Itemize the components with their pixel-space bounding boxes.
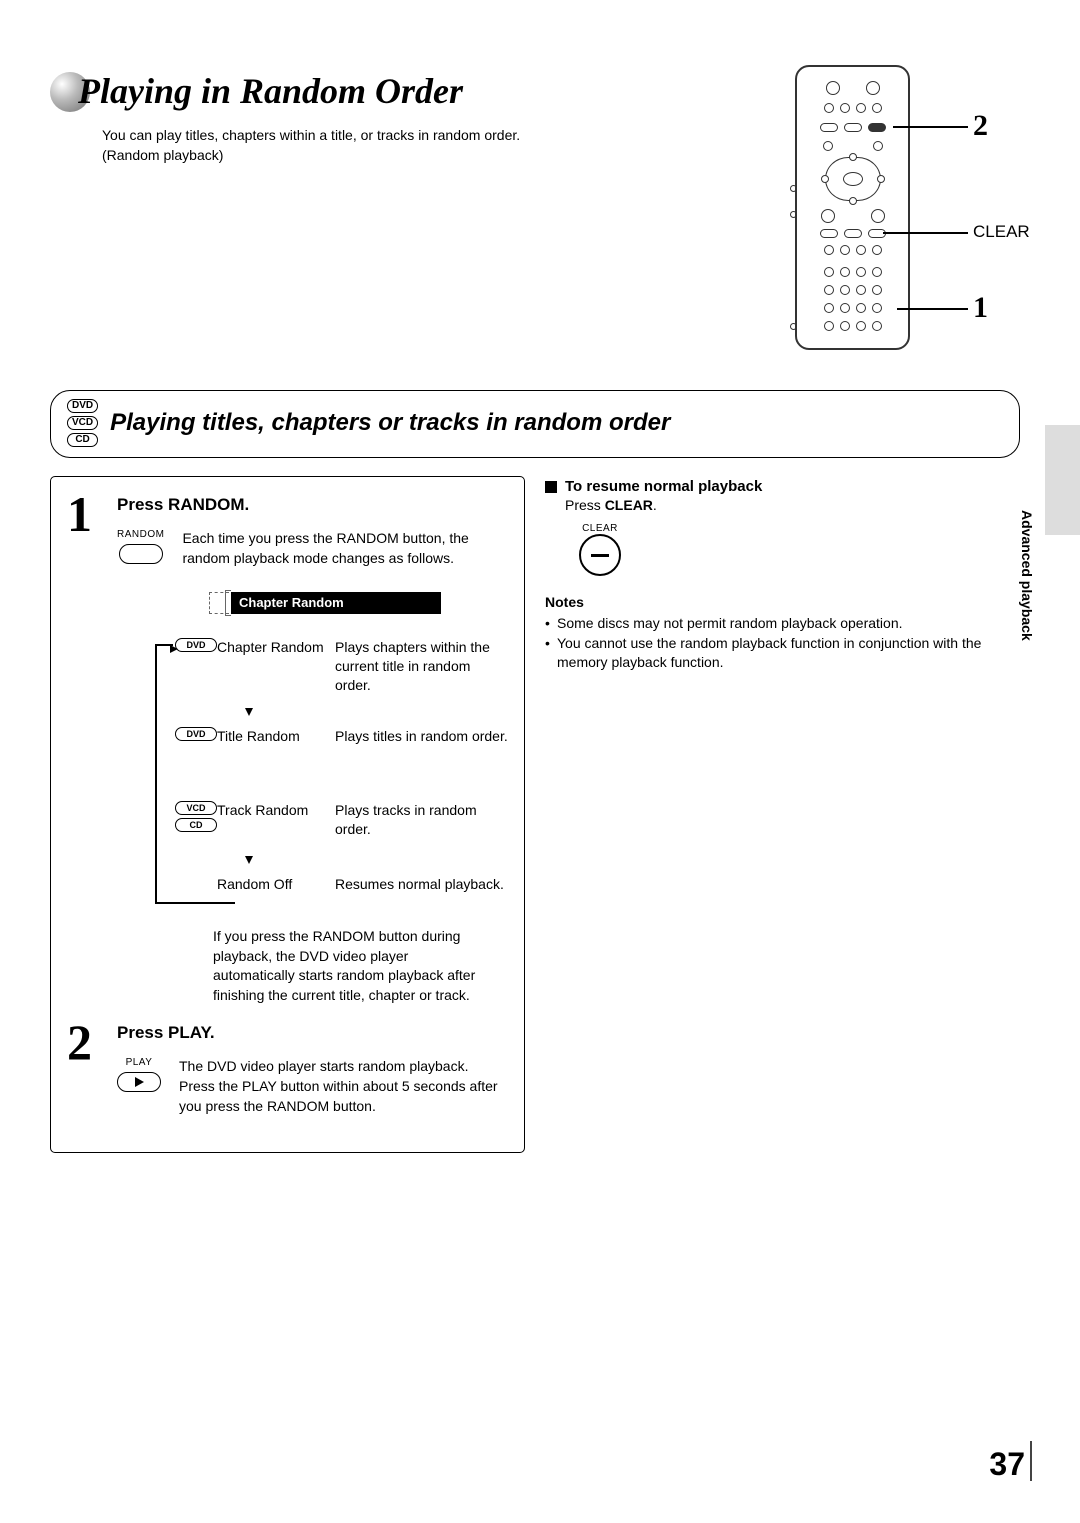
step1-footer-note: If you press the RANDOM button during pl… bbox=[213, 927, 493, 1005]
step-number: 1 bbox=[67, 485, 92, 543]
button-label: RANDOM bbox=[117, 529, 164, 540]
remote-callout-clear: CLEAR bbox=[973, 222, 1030, 242]
step-1: 1 Press RANDOM. RANDOM Each time you pre… bbox=[67, 495, 508, 1005]
remote-callout-1: 1 bbox=[973, 291, 988, 325]
page-title: Playing in Random Order bbox=[78, 70, 463, 112]
step-2: 2 Press PLAY. PLAY The DVD video player … bbox=[67, 1023, 508, 1116]
mode-name: Random Off bbox=[217, 875, 335, 917]
play-button-icon: PLAY bbox=[117, 1057, 161, 1092]
mode-desc: Resumes normal playback. bbox=[335, 875, 508, 917]
mode-indicator-display: Chapter Random bbox=[201, 582, 508, 618]
indicator-bar: Chapter Random bbox=[231, 592, 441, 614]
page-number-divider bbox=[1030, 1441, 1032, 1481]
remote-diagram: 2 CLEAR 1 bbox=[795, 65, 910, 350]
mode-name: Title Random bbox=[217, 727, 335, 769]
mode-row: DVD Title Random Plays titles in random … bbox=[175, 727, 508, 769]
disc-tag: DVD bbox=[67, 399, 98, 413]
step-description: Each time you press the RANDOM button, t… bbox=[182, 529, 508, 568]
disc-tag: VCD bbox=[67, 416, 98, 430]
disc-tag: CD bbox=[67, 433, 98, 447]
remote-callout-2: 2 bbox=[973, 109, 988, 143]
resume-heading: To resume normal playback bbox=[545, 478, 1020, 495]
section-disc-tags: DVD VCD CD bbox=[67, 399, 98, 447]
mode-row: Random Off Resumes normal playback. bbox=[217, 875, 508, 917]
note-item: Some discs may not permit random playbac… bbox=[545, 614, 1020, 634]
resume-heading-text: To resume normal playback bbox=[565, 478, 762, 495]
mode-desc: Plays tracks in random order. bbox=[335, 801, 508, 843]
step-title: Press PLAY. bbox=[117, 1023, 508, 1043]
notes-list: Some discs may not permit random playbac… bbox=[545, 614, 1020, 673]
button-label: CLEAR bbox=[579, 523, 621, 534]
mode-desc: Plays chapters within the current title … bbox=[335, 638, 508, 695]
clear-button-icon: CLEAR bbox=[579, 523, 1020, 576]
disc-tag: CD bbox=[175, 818, 217, 832]
step-number: 2 bbox=[67, 1013, 92, 1071]
section-heading-box: DVD VCD CD Playing titles, chapters or t… bbox=[50, 390, 1020, 458]
down-arrow-icon bbox=[245, 708, 253, 716]
remote-outline bbox=[795, 65, 910, 350]
mode-row: DVD Chapter Random Plays chapters within… bbox=[175, 638, 508, 695]
mode-name: Chapter Random bbox=[217, 638, 335, 695]
disc-tag: DVD bbox=[175, 727, 217, 741]
section-title: Playing titles, chapters or tracks in ra… bbox=[110, 409, 670, 437]
side-tab bbox=[1045, 425, 1080, 535]
down-arrow-icon bbox=[245, 856, 253, 864]
resume-instruction: Press CLEAR. bbox=[565, 497, 1020, 513]
steps-panel: 1 Press RANDOM. RANDOM Each time you pre… bbox=[50, 476, 525, 1153]
note-item: You cannot use the random playback funct… bbox=[545, 634, 1020, 673]
button-label: PLAY bbox=[126, 1057, 153, 1068]
step-title: Press RANDOM. bbox=[117, 495, 508, 515]
side-section-label: Advanced playback bbox=[1019, 510, 1035, 641]
page-number: 37 bbox=[989, 1446, 1025, 1483]
step-description: The DVD video player starts random playb… bbox=[179, 1057, 508, 1116]
mode-desc: Plays titles in random order. bbox=[335, 727, 508, 769]
notes-heading: Notes bbox=[545, 594, 1020, 610]
disc-tag: DVD bbox=[175, 638, 217, 652]
mode-name: Track Random bbox=[217, 801, 335, 843]
square-bullet-icon bbox=[545, 481, 557, 493]
disc-tag: VCD bbox=[175, 801, 217, 815]
right-column: To resume normal playback Press CLEAR. C… bbox=[545, 476, 1020, 673]
mode-row: VCD CD Track Random Plays tracks in rand… bbox=[175, 801, 508, 843]
mode-cycle-table: DVD Chapter Random Plays chapters within… bbox=[125, 638, 508, 917]
random-button-icon: RANDOM bbox=[117, 529, 164, 564]
